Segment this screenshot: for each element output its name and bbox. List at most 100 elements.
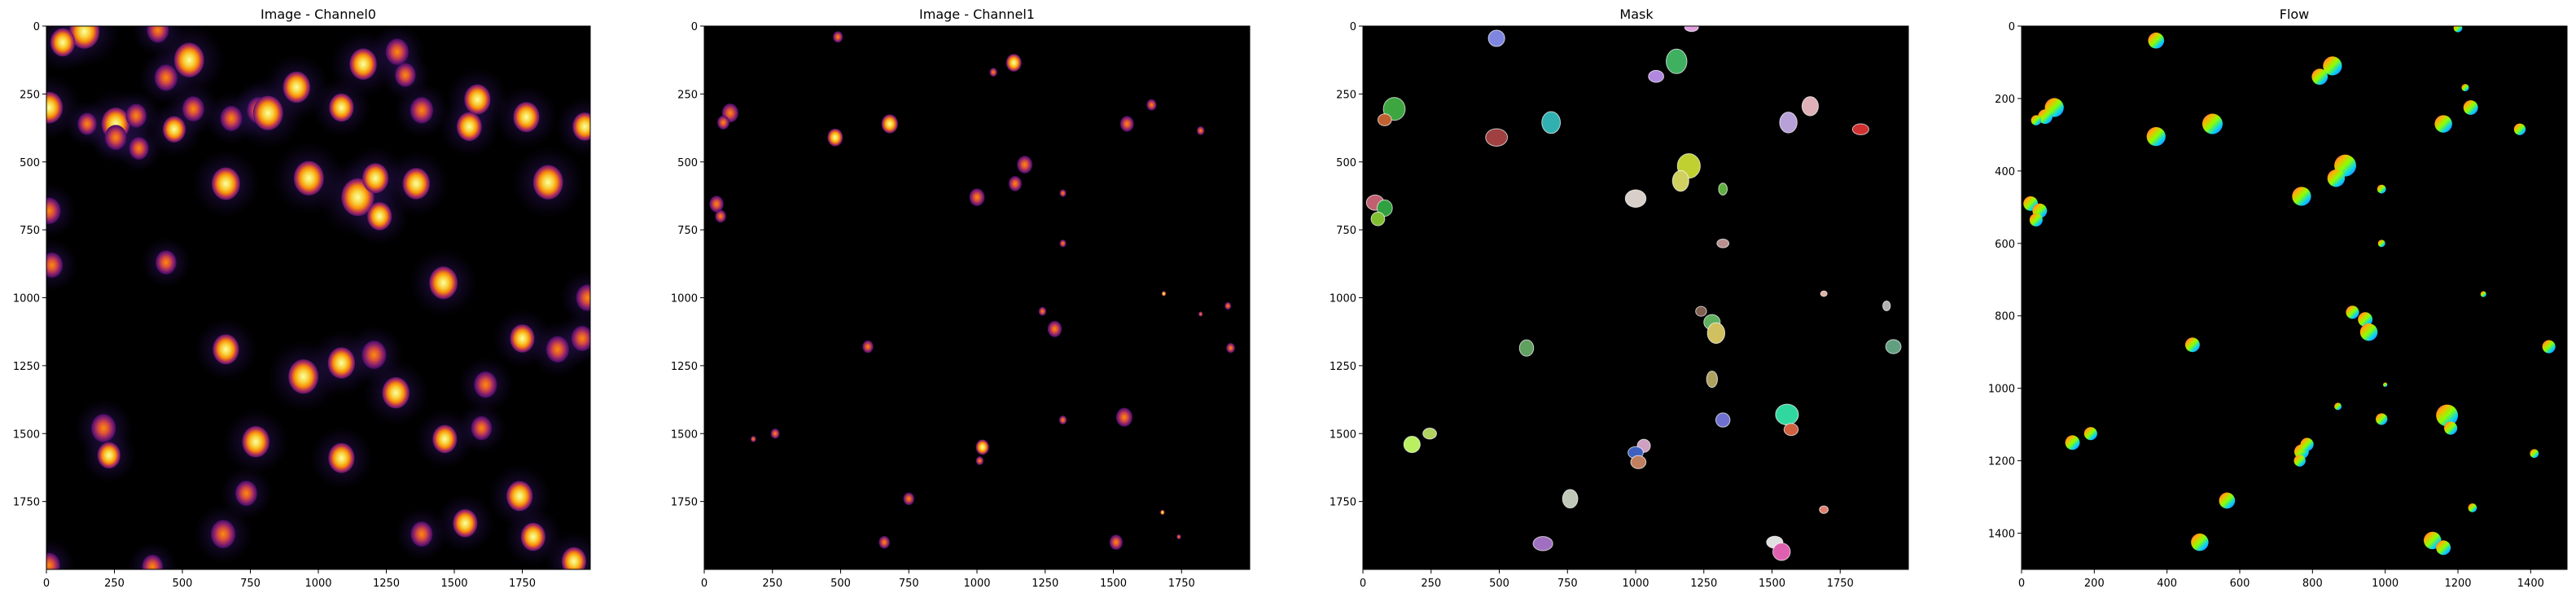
y-tick-label: 500: [677, 157, 698, 169]
nucleus-blob: [750, 436, 756, 442]
mask-object: [1403, 436, 1421, 454]
cytoplasm-halo: [46, 183, 77, 239]
flow-object: [2148, 32, 2165, 49]
mask-object: [1801, 96, 1819, 116]
mask-object: [1666, 48, 1688, 74]
mask-object: [1715, 412, 1731, 428]
x-tick-label: 1250: [1032, 578, 1058, 590]
x-tick-label: 750: [899, 578, 919, 590]
flow-object: [2065, 435, 2080, 450]
mask-object: [1775, 403, 1799, 426]
nucleus-blob: [881, 114, 898, 134]
x-tick-label: 0: [1360, 578, 1366, 590]
mask-object: [1779, 112, 1798, 134]
x-tick-label: 750: [240, 578, 261, 590]
nucleus-blob: [510, 324, 535, 353]
mask-object: [1518, 339, 1535, 357]
x-tick-label: 1500: [1100, 578, 1127, 590]
y-tick-label: 1500: [671, 428, 698, 441]
y-tick-label: 750: [20, 225, 40, 237]
nucleus-blob: [1226, 343, 1235, 354]
flow-object: [2382, 382, 2388, 387]
nucleus-blob: [402, 168, 430, 200]
nucleus-blob: [770, 428, 780, 439]
panel-title: Flow: [2280, 7, 2310, 22]
x-tick-label: 250: [762, 578, 782, 590]
panel-title: Mask: [1619, 7, 1654, 22]
nucleus-blob: [142, 555, 163, 569]
flow-object: [2083, 427, 2097, 441]
x-tick-label: 1000: [1622, 578, 1649, 590]
x-tick-label: 0: [701, 578, 708, 590]
nucleus-blob: [283, 71, 310, 103]
flow-object: [2377, 184, 2386, 194]
nucleus-blob: [385, 38, 409, 65]
x-tick-label: 500: [1489, 578, 1509, 590]
nucleus-blob: [1008, 176, 1022, 191]
x-tick-label: 500: [173, 578, 193, 590]
x-tick-label: 1750: [1168, 578, 1195, 590]
flow-object: [2461, 84, 2469, 92]
x-tick-label: 1000: [304, 578, 331, 590]
flow-object: [2300, 437, 2314, 451]
nucleus-blob: [1197, 126, 1205, 135]
panel-channel1: Image - Channel1 0 250 500 750 1000 1250 1500 1…: [671, 7, 1251, 590]
flow-object: [2436, 540, 2451, 556]
mask-object: [1820, 290, 1828, 297]
x-tick-label: 1000: [2372, 578, 2399, 590]
nucleus-blob: [576, 284, 590, 311]
mask-object: [1624, 189, 1647, 208]
y-tick-label: 1000: [1330, 293, 1356, 305]
nucleus-blob: [1047, 320, 1062, 337]
y-tick-label: 0: [2009, 21, 2015, 33]
nucleus-blob: [211, 520, 236, 548]
y-tick-label: 500: [20, 157, 40, 169]
flow-object: [2293, 455, 2306, 467]
x-tick-label: 250: [1421, 578, 1441, 590]
x-tick-label: 1000: [963, 578, 990, 590]
nucleus-blob: [129, 137, 149, 160]
nucleus-blob: [513, 102, 540, 133]
nucleus-blob: [288, 359, 318, 394]
mask-object: [1716, 238, 1730, 248]
flow-object: [2292, 187, 2311, 206]
mask-object: [1648, 69, 1665, 83]
mask-object: [1706, 371, 1719, 389]
y-tick-label: 1000: [13, 293, 40, 305]
nucleus-blob: [329, 93, 354, 122]
nucleus-blob: [293, 160, 324, 196]
nucleus-blob: [362, 163, 389, 194]
nucleus-blob: [50, 28, 76, 57]
nucleus-blob: [382, 377, 410, 409]
y-tick-label: 1750: [1330, 497, 1356, 509]
flow-object: [2185, 337, 2200, 353]
image-background: [1363, 26, 1908, 569]
nucleus-blob: [474, 371, 497, 398]
nucleus-blob: [367, 202, 392, 231]
nucleus-blob: [46, 197, 61, 224]
flow-object: [2358, 312, 2373, 327]
nucleus-blob: [975, 456, 984, 465]
flow-object: [2513, 123, 2526, 135]
y-tick-label: 1250: [13, 361, 40, 373]
nucleus-blob: [1161, 291, 1167, 297]
nucleus-blob: [410, 521, 433, 547]
y-tick-label: 250: [20, 89, 40, 101]
flow-object: [2029, 213, 2043, 226]
x-tick-label: 0: [43, 578, 50, 590]
flow-object: [2038, 109, 2052, 125]
flow-object: [2434, 115, 2452, 133]
panel-mask: Mask 0 250 500 750 1000 1250 1500 1750 0 250 500 75…: [1330, 7, 1909, 590]
nucleus-blob: [561, 547, 586, 569]
nucleus-blob: [46, 552, 60, 569]
nucleus-blob: [572, 112, 590, 141]
y-tick-label: 400: [1995, 166, 2015, 178]
panel-title: Image - Channel1: [919, 7, 1035, 22]
nucleus-blob: [432, 424, 458, 454]
nucleus-blob: [1017, 156, 1033, 174]
nucleus-blob: [173, 42, 204, 77]
nucleus-blob: [545, 336, 569, 363]
y-tick-label: 1400: [1988, 529, 2015, 541]
nucleus-blob: [520, 522, 545, 551]
mask-object: [1562, 489, 1579, 509]
